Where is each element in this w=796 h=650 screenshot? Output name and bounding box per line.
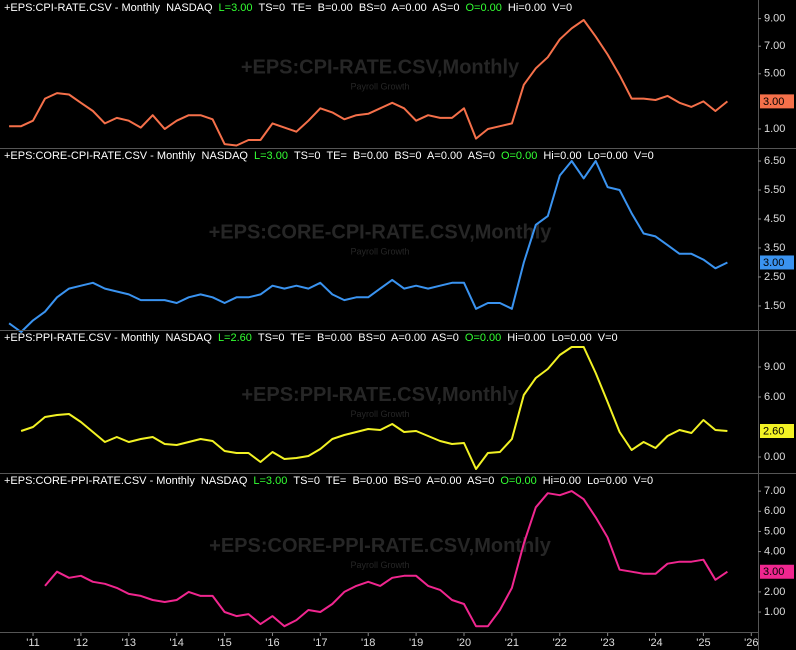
- watermark-subtitle: Payroll Growth: [350, 409, 409, 419]
- header-segment: Hi=0.00 Lo=0.00 V=0: [543, 475, 653, 487]
- last-value-label: 2.60: [763, 425, 784, 437]
- data-line: [44, 490, 728, 628]
- y-tick-label: 2.50: [764, 271, 785, 283]
- last-value-box: [760, 94, 794, 109]
- x-tick-label: '22: [553, 637, 567, 649]
- x-tick-label: '11: [26, 637, 40, 649]
- watermark-subtitle: Payroll Growth: [350, 246, 409, 256]
- panel-header: +EPS:CORE-PPI-RATE.CSV - Monthly NASDAQ L…: [4, 475, 653, 487]
- y-tick-label: 5.00: [764, 68, 785, 80]
- x-tick-label: '13: [122, 637, 136, 649]
- header-segment: +EPS:PPI-RATE.CSV - Monthly NASDAQ: [4, 332, 212, 344]
- y-tick-label: 5.50: [764, 184, 785, 196]
- watermark: +EPS:CPI-RATE.CSV,Monthly: [241, 56, 520, 78]
- x-tick-label: '23: [600, 637, 614, 649]
- last-value-label: 3.00: [763, 566, 784, 578]
- panel-header: +EPS:CPI-RATE.CSV - Monthly NASDAQ L=3.00…: [4, 2, 572, 14]
- header-segment: O=0.00: [501, 150, 537, 162]
- header-segment: L=2.60: [218, 332, 252, 344]
- x-tick-label: '26: [744, 637, 758, 649]
- header-segment: Hi=0.00 V=0: [508, 2, 572, 14]
- x-tick-label: '20: [457, 637, 471, 649]
- header-segment: TS=0 TE= B=0.00 BS=0 A=0.00 AS=0: [259, 2, 460, 14]
- y-tick-label: 4.00: [764, 545, 785, 557]
- x-tick-label: '14: [170, 637, 184, 649]
- header-segment: TS=0 TE= B=0.00 BS=0 A=0.00 AS=0: [258, 332, 459, 344]
- y-tick-label: 9.00: [764, 361, 785, 373]
- header-segment: O=0.00: [465, 332, 501, 344]
- last-value-box: [760, 424, 794, 438]
- last-value-box: [760, 564, 794, 579]
- header-segment: L=3.00: [254, 150, 288, 162]
- header-segment: L=3.00: [219, 2, 253, 14]
- last-value-label: 3.00: [763, 96, 784, 108]
- last-value-label: 3.00: [763, 257, 784, 269]
- y-tick-label: 1.50: [764, 300, 785, 312]
- watermark: +EPS:CORE-PPI-RATE.CSV,Monthly: [209, 535, 552, 557]
- data-line: [8, 160, 728, 333]
- watermark-subtitle: Payroll Growth: [350, 81, 409, 91]
- x-tick-label: '15: [217, 637, 231, 649]
- header-segment: Hi=0.00 Lo=0.00 V=0: [543, 150, 653, 162]
- y-tick-label: 6.00: [764, 391, 785, 403]
- y-tick-label: 0.00: [764, 451, 785, 463]
- data-line: [9, 19, 729, 147]
- x-tick-label: '12: [74, 637, 88, 649]
- header-segment: TS=0 TE= B=0.00 BS=0 A=0.00 AS=0: [293, 475, 494, 487]
- header-segment: O=0.00: [466, 2, 502, 14]
- header-segment: Hi=0.00 Lo=0.00 V=0: [507, 332, 617, 344]
- y-tick-label: 7.00: [764, 485, 785, 497]
- panel-header: +EPS:CORE-CPI-RATE.CSV - Monthly NASDAQ L…: [4, 150, 654, 162]
- last-value-box: [760, 255, 794, 270]
- header-segment: +EPS:CPI-RATE.CSV - Monthly NASDAQ: [4, 2, 213, 14]
- y-tick-label: 6.00: [764, 505, 785, 517]
- y-tick-label: 7.00: [764, 40, 785, 52]
- header-segment: L=3.00: [253, 475, 287, 487]
- y-tick-label: 1.00: [764, 123, 785, 135]
- x-tick-label: '17: [313, 637, 327, 649]
- x-tick-label: '21: [505, 637, 519, 649]
- x-tick-label: '16: [265, 637, 279, 649]
- y-tick-label: 5.00: [764, 525, 785, 537]
- y-tick-label: 3.50: [764, 242, 785, 254]
- watermark: +EPS:CORE-CPI-RATE.CSV,Monthly: [209, 221, 553, 243]
- watermark-subtitle: Payroll Growth: [350, 560, 409, 570]
- y-tick-label: 9.00: [764, 13, 785, 25]
- y-tick-label: 1.00: [764, 606, 785, 618]
- x-tick-label: '25: [696, 637, 710, 649]
- watermark: +EPS:PPI-RATE.CSV,Monthly: [241, 384, 519, 406]
- y-tick-label: 6.50: [764, 155, 785, 167]
- header-segment: +EPS:CORE-CPI-RATE.CSV - Monthly NASDAQ: [4, 150, 248, 162]
- y-tick-label: 4.50: [764, 213, 785, 225]
- header-segment: +EPS:CORE-PPI-RATE.CSV - Monthly NASDAQ: [4, 475, 248, 487]
- x-tick-label: '24: [648, 637, 662, 649]
- header-segment: O=0.00: [500, 475, 536, 487]
- x-tick-label: '18: [361, 637, 375, 649]
- data-line: [20, 346, 728, 470]
- x-tick-label: '19: [409, 637, 423, 649]
- panel-header: +EPS:PPI-RATE.CSV - Monthly NASDAQ L=2.60…: [4, 332, 618, 344]
- y-tick-label: 2.00: [764, 586, 785, 598]
- header-segment: TS=0 TE= B=0.00 BS=0 A=0.00 AS=0: [294, 150, 495, 162]
